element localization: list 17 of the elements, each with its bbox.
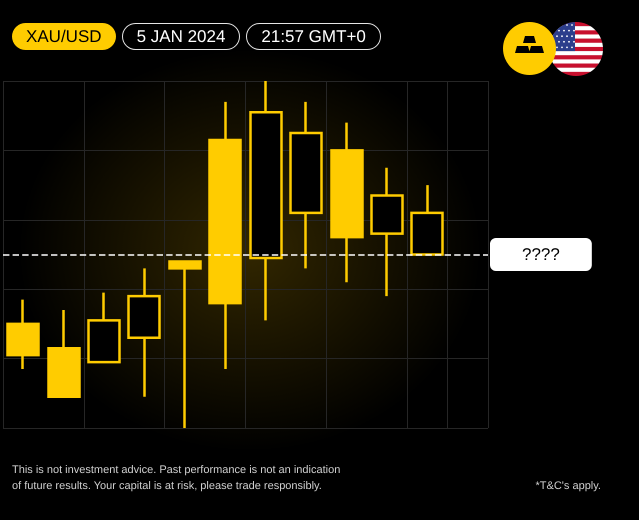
text: 21:57 GMT+0 <box>246 23 381 50</box>
text: This is not investment advice. Past performance is not an indication of future results. Your capital is at risk, please trade responsibly. <box>12 463 342 494</box>
candlestick <box>330 121 364 284</box>
candlestick <box>87 291 121 364</box>
candlestick <box>249 80 283 322</box>
candlestick <box>208 100 242 370</box>
candlestick <box>168 260 202 430</box>
candlestick <box>47 308 81 398</box>
candlestick <box>410 184 444 256</box>
chart-title: XAU/USD <box>12 23 116 50</box>
candlestick <box>370 166 404 298</box>
text: *T&C's apply. <box>536 479 601 494</box>
candlestick <box>289 100 323 270</box>
ref-line-label: ???? <box>522 245 560 264</box>
text: 5 JAN 2024 <box>122 23 240 50</box>
candlestick <box>127 267 161 398</box>
candlestick <box>6 298 40 370</box>
